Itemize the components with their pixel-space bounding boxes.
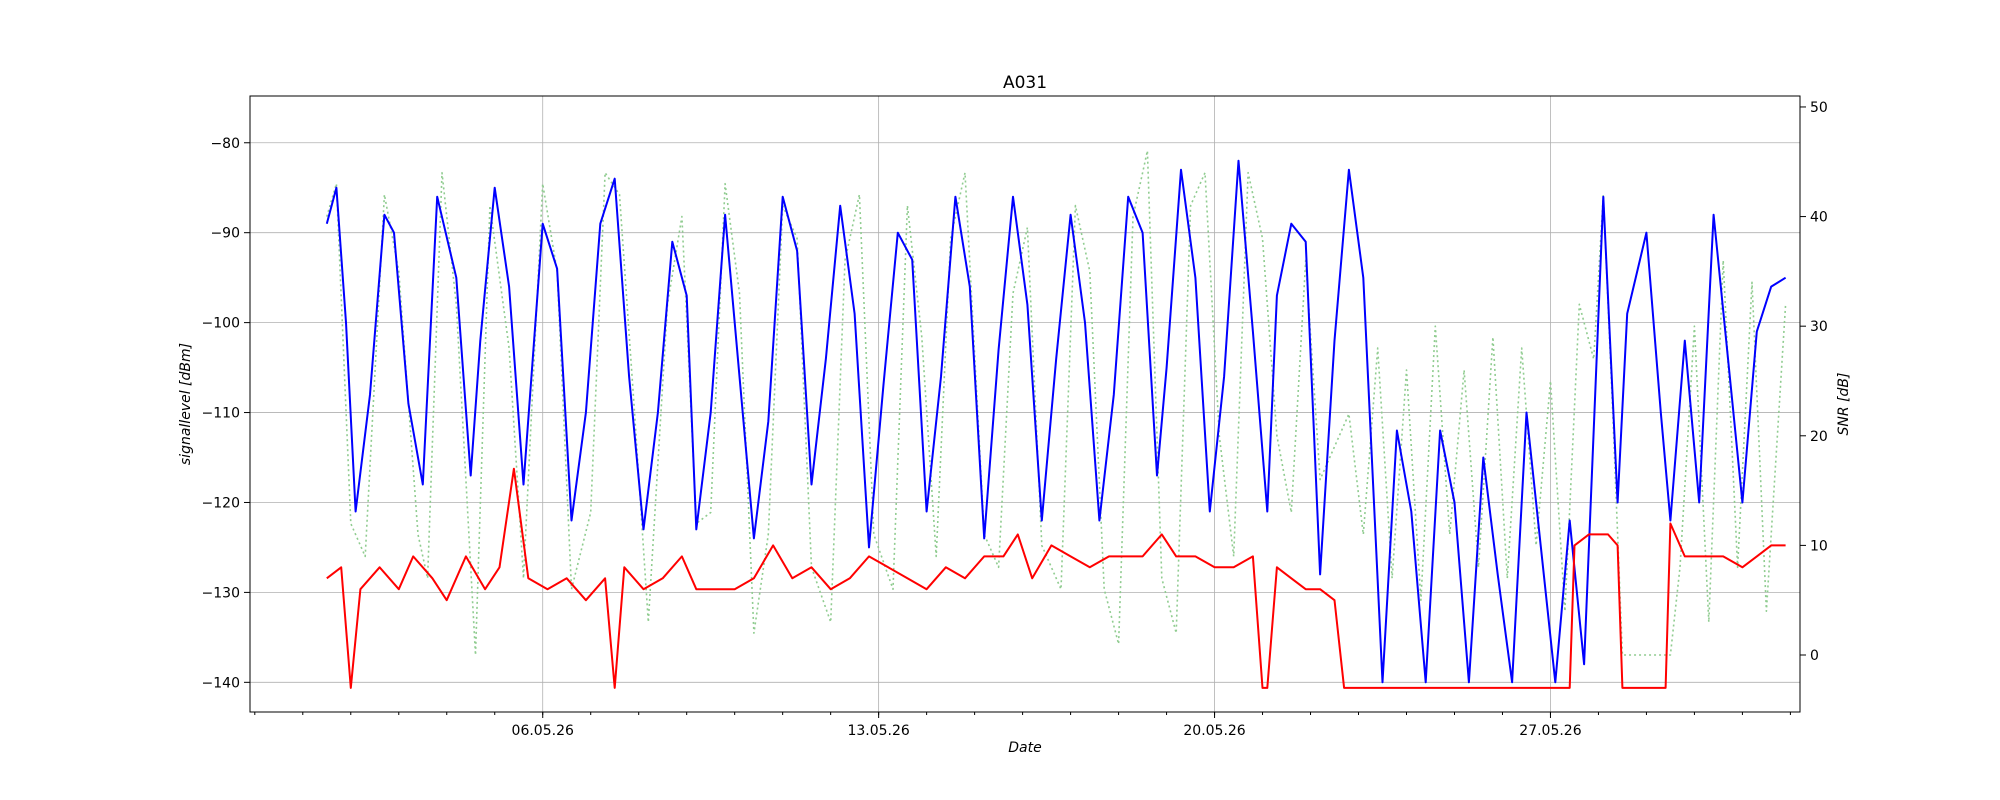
signal-level-line xyxy=(325,159,1787,684)
x-tick-label: 13.05.26 xyxy=(847,723,909,739)
snr-line xyxy=(326,467,1786,689)
x-axis: 06.05.26 13.05.26 20.05.26 27.05.26 xyxy=(254,712,1791,739)
y-left-tick-label: −120 xyxy=(202,495,240,511)
y-left-tick-label: −110 xyxy=(202,406,240,422)
y-left-tick-label: −130 xyxy=(202,585,240,601)
y-right-tick-label: 10 xyxy=(1810,538,1828,554)
y-left-tick-label: −100 xyxy=(202,316,240,332)
y-right-tick-label: 40 xyxy=(1810,210,1828,226)
series-layer xyxy=(325,150,1787,689)
y-axis-left-label: signallevel [dBm] xyxy=(178,343,194,465)
y-left-tick-label: −80 xyxy=(210,136,240,152)
x-tick-label: 06.05.26 xyxy=(512,723,574,739)
snr-dotted-line xyxy=(326,150,1787,656)
plot-frame xyxy=(249,95,1801,713)
right-axis: 0 10 20 30 40 50 xyxy=(1800,100,1828,664)
grid xyxy=(250,96,1800,712)
y-left-tick-label: −90 xyxy=(210,226,240,242)
y-right-tick-label: 50 xyxy=(1810,100,1828,116)
y-right-tick-label: 20 xyxy=(1810,429,1828,445)
chart-title: A031 xyxy=(1003,73,1047,93)
x-tick-label: 27.05.26 xyxy=(1519,723,1581,739)
y-right-tick-label: 0 xyxy=(1810,648,1819,664)
y-axis-right-label: SNR [dB] xyxy=(1836,373,1852,436)
x-axis-label: Date xyxy=(1008,740,1041,756)
left-axis: −80 −90 −100 −110 −120 −130 −140 xyxy=(202,136,250,691)
x-tick-label: 20.05.26 xyxy=(1183,723,1245,739)
y-left-tick-label: −140 xyxy=(202,675,240,691)
y-right-tick-label: 30 xyxy=(1810,319,1828,335)
